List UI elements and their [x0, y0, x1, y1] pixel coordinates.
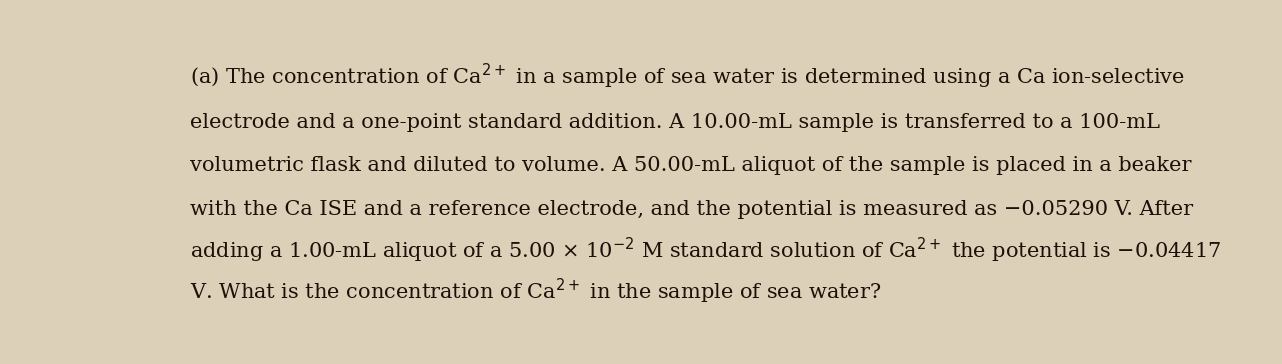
Text: V. What is the concentration of Ca$^{2+}$ in the sample of sea water?: V. What is the concentration of Ca$^{2+}…	[190, 276, 882, 305]
Text: volumetric flask and diluted to volume. A 50.00-mL aliquot of the sample is plac: volumetric flask and diluted to volume. …	[190, 156, 1191, 175]
Text: with the Ca ISE and a reference electrode, and the potential is measured as −0.0: with the Ca ISE and a reference electrod…	[190, 199, 1194, 219]
Text: adding a 1.00-mL aliquot of a 5.00 × 10$^{-2}$ M standard solution of Ca$^{2+}$ : adding a 1.00-mL aliquot of a 5.00 × 10$…	[190, 236, 1222, 265]
Text: (a) The concentration of Ca$^{2+}$ in a sample of sea water is determined using : (a) The concentration of Ca$^{2+}$ in a …	[190, 62, 1185, 91]
Text: electrode and a one-point standard addition. A 10.00-mL sample is transferred to: electrode and a one-point standard addit…	[190, 113, 1160, 132]
